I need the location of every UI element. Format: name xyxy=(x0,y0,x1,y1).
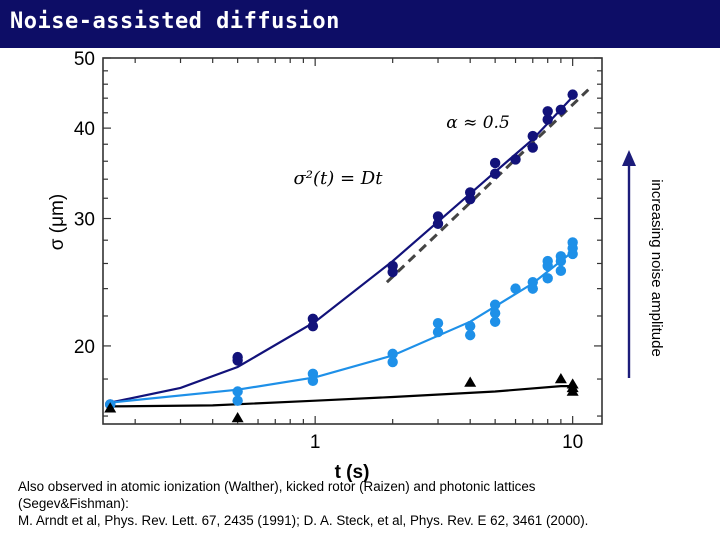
data-point xyxy=(527,130,538,142)
data-point xyxy=(489,157,501,169)
plot-frame xyxy=(102,57,603,425)
formula-annotation: σ²(t) = Dt xyxy=(294,168,384,189)
data-point xyxy=(554,373,567,384)
data-point xyxy=(527,142,538,153)
citation-line: M. Arndt et al, Phys. Rev. Lett. 67, 243… xyxy=(18,513,589,528)
data-point xyxy=(489,299,501,310)
data-point xyxy=(555,255,567,267)
data-point xyxy=(464,376,477,387)
y-axis-label: σ (μm) xyxy=(47,194,68,250)
data-point xyxy=(232,395,243,406)
data-point xyxy=(232,386,243,397)
data-point xyxy=(104,402,117,413)
alpha-annotation: α ≈ 0.5 xyxy=(446,113,510,133)
data-point xyxy=(432,326,444,338)
y-tick-label: 50 xyxy=(74,49,95,70)
data-point xyxy=(464,329,476,341)
noise-arrow-head xyxy=(622,150,636,166)
data-point xyxy=(387,348,398,360)
data-point xyxy=(542,106,553,117)
x-tick-label: 10 xyxy=(562,432,583,453)
data-point xyxy=(387,356,398,368)
citation-block: Also observed in atomic ionization (Walt… xyxy=(18,478,718,529)
y-tick-label: 30 xyxy=(74,210,95,231)
data-point xyxy=(307,320,319,332)
data-point xyxy=(432,211,444,222)
data-point xyxy=(489,168,501,179)
data-point xyxy=(387,266,398,278)
data-point xyxy=(542,114,553,125)
data-point xyxy=(542,273,553,284)
data-point xyxy=(510,283,521,294)
data-point xyxy=(307,375,319,386)
citation-line: (Segev&Fishman): xyxy=(18,496,129,511)
data-point xyxy=(510,154,521,165)
x-axis-label: t (s) xyxy=(335,462,370,483)
data-point xyxy=(566,385,579,396)
data-point xyxy=(464,320,476,332)
data-point xyxy=(567,248,578,260)
fit-curve xyxy=(110,250,574,404)
y-tick-label: 20 xyxy=(74,337,95,358)
data-point xyxy=(232,355,243,366)
data-point xyxy=(489,307,501,319)
data-point xyxy=(555,104,567,116)
data-point xyxy=(307,313,319,325)
x-tick-label: 1 xyxy=(310,432,321,453)
fit-curve xyxy=(109,95,574,404)
data-point xyxy=(432,218,444,229)
data-point xyxy=(567,89,578,100)
citation-line: Also observed in atomic ionization (Walt… xyxy=(18,479,536,494)
data-point xyxy=(542,260,553,272)
data-point xyxy=(464,194,476,205)
arrow-label: increasing noise amplitude xyxy=(648,179,665,357)
data-point xyxy=(555,265,567,277)
y-tick-label: 40 xyxy=(74,119,95,140)
fit-curve xyxy=(110,385,573,408)
slide-title: Noise-assisted diffusion xyxy=(10,9,340,34)
data-point xyxy=(489,316,501,327)
data-point xyxy=(527,283,538,294)
reference-line xyxy=(385,88,590,284)
title-bar: Noise-assisted diffusion xyxy=(0,0,720,48)
data-point xyxy=(231,412,244,423)
data-point xyxy=(432,318,444,329)
